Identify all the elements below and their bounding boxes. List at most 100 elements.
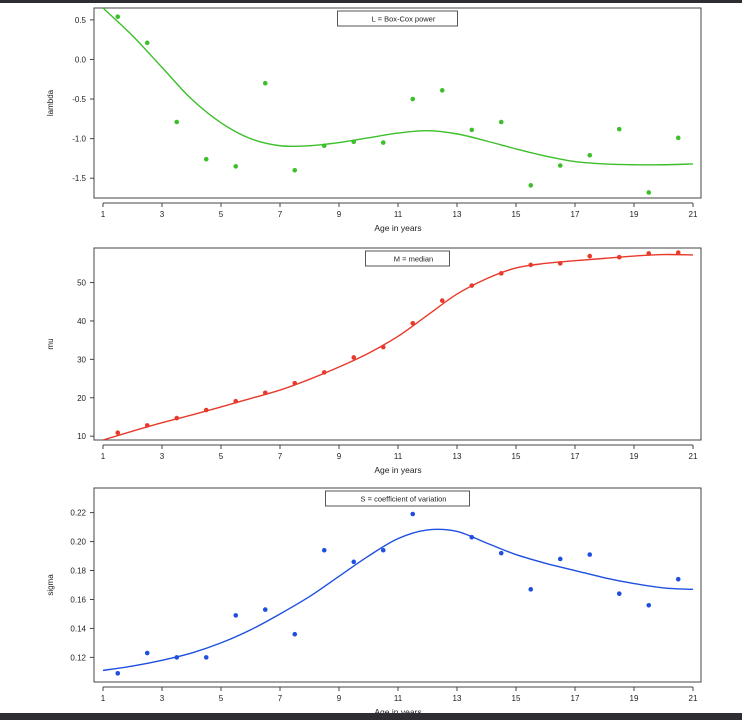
x-tick-label: 5 bbox=[219, 452, 224, 461]
data-point bbox=[587, 152, 593, 158]
x-axis-label: Age in years bbox=[374, 465, 421, 475]
data-point bbox=[528, 587, 534, 592]
data-point bbox=[646, 190, 652, 195]
x-tick-label: 3 bbox=[160, 210, 165, 219]
data-point bbox=[616, 591, 622, 596]
data-point bbox=[498, 271, 504, 276]
x-tick-label: 11 bbox=[394, 694, 403, 703]
data-point bbox=[380, 140, 386, 145]
y-tick-label: 0.18 bbox=[70, 567, 86, 576]
x-tick-label: 13 bbox=[453, 694, 462, 703]
x-tick-label: 15 bbox=[512, 452, 521, 461]
data-point bbox=[646, 251, 652, 256]
legend-box bbox=[337, 10, 458, 27]
y-tick-label: 30 bbox=[77, 355, 86, 364]
data-point bbox=[410, 511, 416, 517]
data-point bbox=[557, 556, 563, 562]
data-point bbox=[262, 80, 268, 86]
data-point bbox=[675, 576, 681, 582]
y-tick-label: 0.20 bbox=[70, 538, 86, 547]
data-point bbox=[528, 183, 534, 188]
data-point bbox=[321, 547, 327, 553]
data-point bbox=[410, 320, 416, 326]
data-point bbox=[380, 344, 386, 350]
plot-frame bbox=[93, 487, 702, 683]
legend-box bbox=[365, 250, 450, 267]
x-tick-label: 3 bbox=[160, 452, 165, 461]
y-axis-label: mu bbox=[46, 338, 55, 349]
data-point bbox=[115, 671, 121, 676]
data-point bbox=[469, 534, 475, 540]
y-tick-label: 10 bbox=[77, 432, 86, 441]
x-tick-label: 19 bbox=[630, 452, 639, 461]
data-point bbox=[144, 423, 150, 428]
data-point bbox=[675, 250, 681, 255]
data-point bbox=[469, 127, 475, 133]
data-point bbox=[292, 631, 298, 637]
data-point bbox=[587, 552, 593, 557]
data-point bbox=[410, 96, 416, 102]
x-tick-label: 15 bbox=[512, 210, 521, 219]
data-point bbox=[587, 253, 593, 259]
x-tick-label: 15 bbox=[512, 694, 521, 703]
data-point bbox=[144, 40, 150, 46]
y-tick-label: 0.14 bbox=[70, 624, 86, 633]
x-tick-label: 13 bbox=[453, 452, 462, 461]
data-point bbox=[262, 607, 268, 612]
data-point bbox=[321, 370, 327, 375]
x-tick-label: 9 bbox=[337, 210, 342, 219]
y-tick-label: 20 bbox=[77, 394, 86, 403]
data-point bbox=[646, 602, 652, 608]
x-tick-label: 3 bbox=[160, 694, 165, 703]
y-axis-label: sigma bbox=[46, 574, 55, 596]
data-point bbox=[321, 143, 327, 149]
x-tick-label: 5 bbox=[219, 694, 224, 703]
data-point bbox=[439, 298, 445, 303]
x-tick-label: 11 bbox=[394, 210, 403, 219]
data-point bbox=[292, 167, 298, 173]
x-tick-label: 17 bbox=[571, 452, 580, 461]
data-point bbox=[351, 559, 357, 565]
x-tick-label: 21 bbox=[689, 694, 698, 703]
y-tick-label: 0.22 bbox=[70, 509, 86, 518]
x-tick-label: 7 bbox=[278, 694, 283, 703]
x-tick-label: 5 bbox=[219, 210, 224, 219]
y-tick-label: 40 bbox=[77, 317, 86, 326]
data-point bbox=[557, 261, 563, 266]
x-axis-label: Age in years bbox=[374, 223, 421, 233]
x-tick-label: 1 bbox=[101, 694, 106, 703]
x-tick-label: 21 bbox=[689, 210, 698, 219]
data-point bbox=[174, 655, 180, 660]
data-point bbox=[380, 547, 386, 553]
data-point bbox=[203, 655, 209, 660]
legend-box bbox=[325, 490, 470, 507]
data-point bbox=[233, 164, 239, 169]
data-point bbox=[351, 355, 357, 360]
window-top-bar bbox=[0, 0, 742, 3]
legend-label: M = median bbox=[394, 255, 433, 264]
data-point bbox=[351, 139, 357, 145]
x-tick-label: 17 bbox=[571, 210, 580, 219]
fitted-curve bbox=[102, 253, 694, 440]
data-point bbox=[262, 390, 268, 396]
x-axis-label: Age in years bbox=[374, 707, 421, 717]
data-point bbox=[292, 380, 298, 386]
plot-frame bbox=[93, 247, 702, 441]
data-point bbox=[439, 88, 445, 93]
data-point bbox=[616, 254, 622, 260]
y-axis-label: lambda bbox=[46, 89, 55, 116]
data-point bbox=[115, 14, 121, 20]
y-tick-label: -1.5 bbox=[72, 174, 86, 183]
x-tick-label: 11 bbox=[394, 452, 403, 461]
y-tick-label: 0.0 bbox=[75, 55, 87, 64]
y-tick-label: -0.5 bbox=[72, 95, 86, 104]
x-tick-label: 13 bbox=[453, 210, 462, 219]
data-point bbox=[675, 135, 681, 141]
data-point bbox=[233, 398, 239, 404]
fitted-curve bbox=[102, 528, 694, 672]
data-point bbox=[144, 650, 150, 656]
data-point bbox=[174, 415, 180, 421]
legend-label: L = Box-Cox power bbox=[372, 15, 436, 24]
